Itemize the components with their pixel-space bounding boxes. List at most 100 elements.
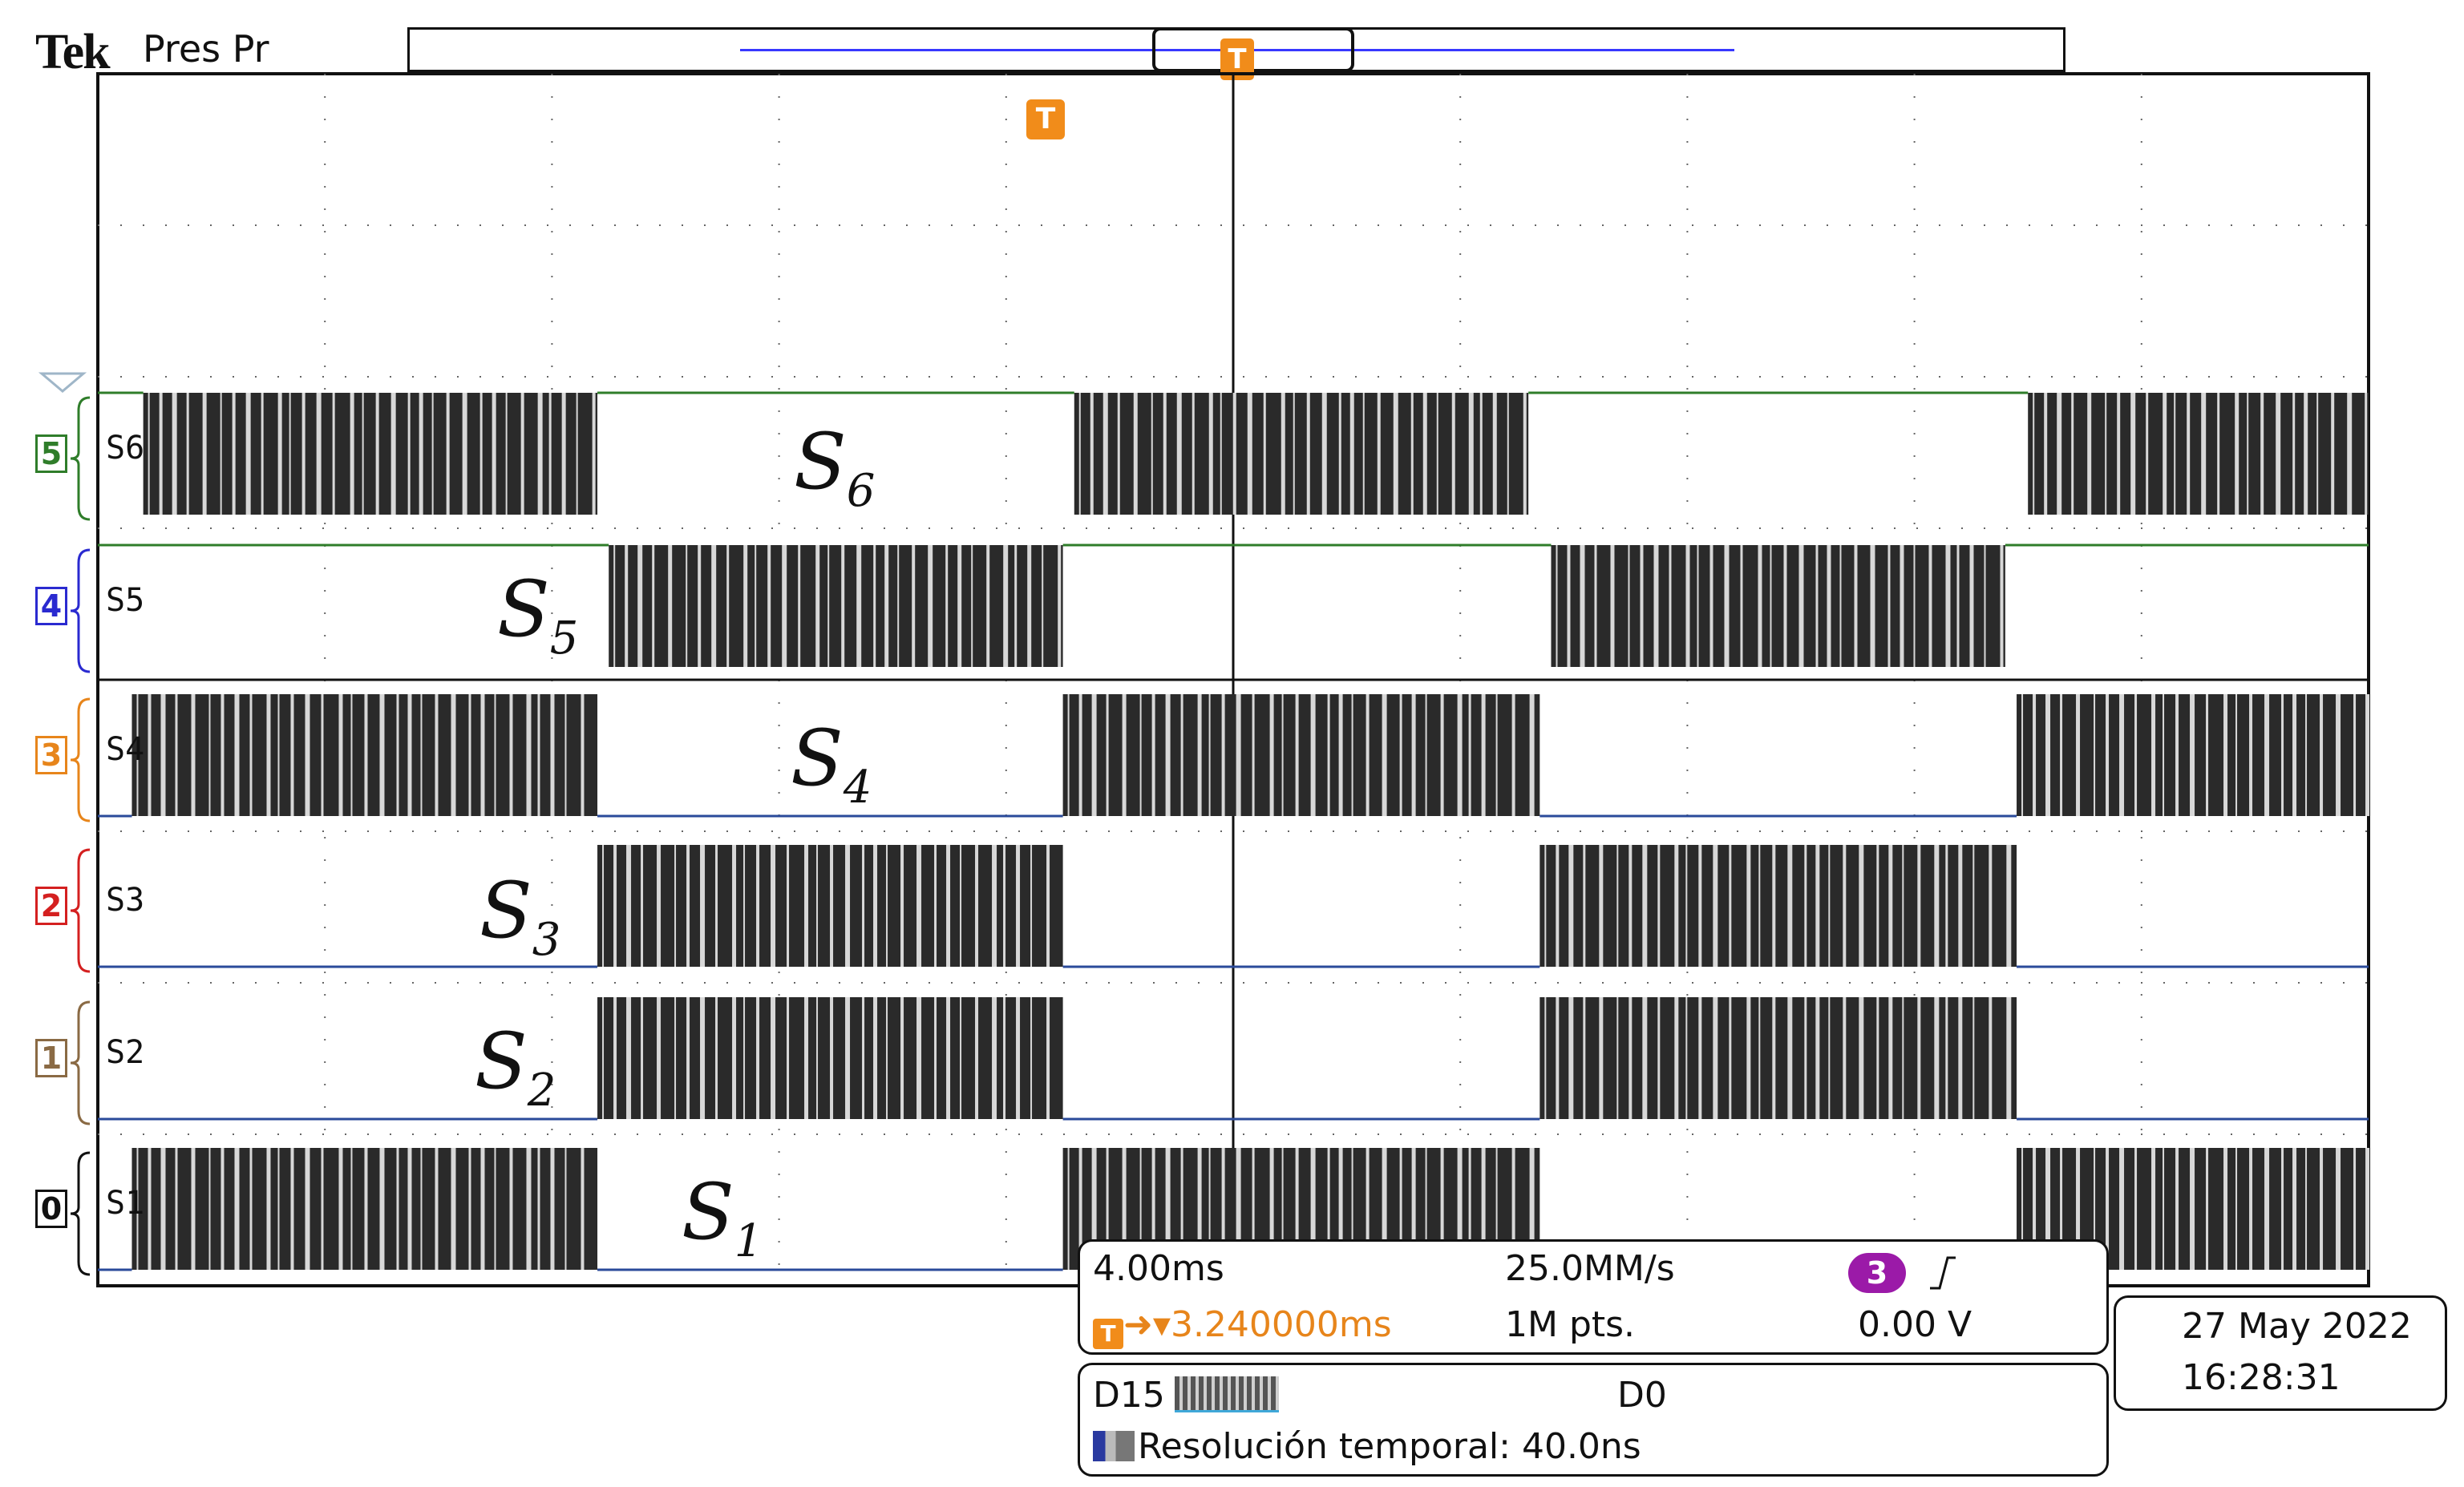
- sample-rate: 25.0MM/s: [1505, 1248, 1675, 1289]
- pwm-gap: [1713, 845, 1718, 967]
- pwm-gap: [2163, 694, 2165, 816]
- pwm-gap: [1425, 694, 1427, 816]
- pwm-gap: [462, 393, 467, 515]
- pwm-gap: [1568, 845, 1574, 967]
- pwm-gap: [1804, 997, 1807, 1119]
- pwm-gap: [1269, 694, 1274, 816]
- digital-panel[interactable]: D15 D0 Resolución temporal: 40.0ns: [1078, 1363, 2109, 1477]
- pwm-gap: [2292, 1148, 2297, 1270]
- channel-badge-5[interactable]: 5: [35, 434, 67, 473]
- pwm-gap: [1263, 393, 1266, 515]
- pwm-gap: [1208, 694, 1211, 816]
- pwm-gap: [364, 1148, 368, 1270]
- pwm-gap: [856, 545, 862, 667]
- pwm-gap: [1362, 393, 1365, 515]
- pwm-gap: [435, 694, 439, 816]
- pwm-gap: [1843, 997, 1847, 1119]
- pwm-gap: [289, 393, 291, 515]
- burst-fill: [1551, 545, 2005, 667]
- pwm-gap: [159, 393, 163, 515]
- pwm-gap: [1956, 545, 1960, 667]
- pwm-gap: [602, 997, 605, 1119]
- pwm-gap: [1042, 545, 1044, 667]
- graticule: [96, 72, 2370, 1287]
- pwm-gap: [912, 545, 916, 667]
- pwm-gap: [1523, 393, 1527, 515]
- pwm-gap: [2071, 393, 2074, 515]
- pwm-burst: [1539, 997, 2017, 1119]
- pwm-gap: [1669, 545, 1672, 667]
- pwm-gap: [548, 393, 552, 515]
- pwm-gap: [884, 545, 889, 667]
- pwm-gap: [277, 393, 282, 515]
- pwm-gap: [934, 997, 937, 1119]
- channel-badge-1[interactable]: 1: [35, 1039, 67, 1077]
- pwm-gap: [148, 1148, 152, 1270]
- pwm-gap: [1610, 545, 1615, 667]
- pwm-gap: [1958, 845, 1963, 967]
- channel-badge-0[interactable]: 0: [35, 1190, 67, 1228]
- pwm-gap: [1783, 545, 1787, 667]
- trace-s4: [98, 694, 2370, 818]
- pwm-gap: [2021, 694, 2024, 816]
- pwm-gap: [1729, 845, 1732, 967]
- channel-bracket: [70, 548, 91, 673]
- pwm-gap: [626, 845, 632, 967]
- channel-badge-3[interactable]: 3: [35, 736, 67, 774]
- pwm-gap: [1058, 545, 1062, 667]
- pwm-gap: [249, 694, 253, 816]
- pwm-gap: [148, 393, 150, 515]
- pwm-gap: [526, 1148, 532, 1270]
- pwm-gap: [1698, 845, 1702, 967]
- channel-badge-4[interactable]: 4: [35, 587, 67, 625]
- pwm-gap: [897, 545, 900, 667]
- pwm-gap: [1902, 997, 1904, 1119]
- trigger-position-icon[interactable]: T: [1026, 99, 1065, 139]
- pwm-gap: [480, 694, 485, 816]
- pwm-gap: [390, 393, 396, 515]
- pwm-gap: [396, 694, 399, 816]
- pwm-gap: [537, 694, 540, 816]
- burst-fill: [1539, 997, 2017, 1119]
- time-readout: 16:28:31: [2182, 1357, 2341, 1398]
- pwm-gap: [1827, 545, 1831, 667]
- pwm-gap: [2033, 694, 2037, 816]
- pwm-gap: [221, 694, 225, 816]
- pwm-gap: [160, 1148, 166, 1270]
- pwm-gap: [743, 845, 746, 967]
- burst-fill: [597, 997, 1063, 1119]
- pwm-gap: [332, 393, 335, 515]
- pwm-gap: [827, 545, 830, 667]
- acquisition-status: Pres Pr: [143, 27, 269, 71]
- trigger-source-badge[interactable]: 3: [1848, 1253, 1906, 1293]
- pwm-gap: [992, 997, 997, 1119]
- pwm-gap: [1685, 845, 1688, 967]
- pwm-gap: [1411, 694, 1416, 816]
- channel-bracket: [70, 1000, 91, 1125]
- pwm-gap: [1321, 393, 1327, 515]
- pwm-gap: [1674, 997, 1679, 1119]
- pwm-gap: [1422, 393, 1427, 515]
- pwm-gap: [1046, 845, 1050, 967]
- pwm-gap: [208, 694, 211, 816]
- channel-bracket: [70, 1151, 91, 1276]
- acquisition-panel[interactable]: 4.00ms T ➜▾3.240000ms 25.0MM/s 1M pts. 3 …: [1078, 1239, 2109, 1355]
- pwm-gap: [2305, 1148, 2308, 1270]
- datetime-panel: 27 May 2022 16:28:31: [2114, 1295, 2447, 1411]
- pwm-gap: [1293, 393, 1295, 515]
- trace-s5: [98, 543, 2369, 667]
- record-length: 1M pts.: [1505, 1304, 1636, 1345]
- burst-fill: [2017, 694, 2369, 816]
- pwm-gap: [316, 393, 322, 515]
- pwm-burst: [597, 845, 1063, 967]
- pwm-gap: [1078, 694, 1082, 816]
- pwm-gap: [1854, 545, 1858, 667]
- pwm-gap: [1090, 393, 1094, 515]
- pwm-gap: [175, 1148, 178, 1270]
- channel-badge-2[interactable]: 2: [35, 887, 67, 925]
- channel-label-s6: S6: [106, 430, 145, 467]
- pwm-gap: [934, 845, 937, 967]
- pwm-gap: [1027, 545, 1032, 667]
- pwm-gap: [277, 1148, 280, 1270]
- pwm-gap: [657, 845, 662, 967]
